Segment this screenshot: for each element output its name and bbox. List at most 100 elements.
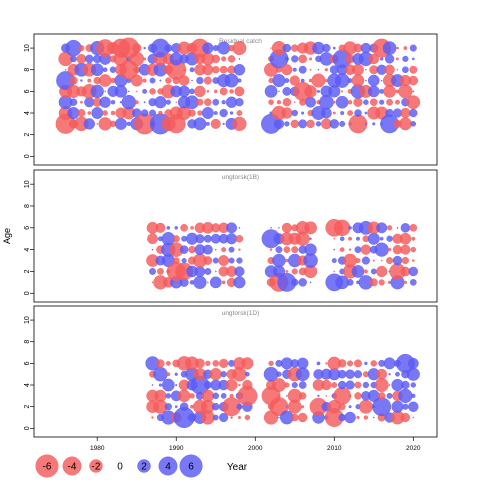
panel-0-bubble: [188, 109, 196, 117]
panel-2-bubble: [290, 413, 299, 422]
panel-1-bubble: [409, 279, 417, 286]
panel-0-bubble: [221, 100, 226, 105]
panel-0-bubble: [293, 101, 296, 104]
panel-2-bubble: [297, 412, 308, 423]
panel-2-bubble: [209, 368, 222, 381]
panel-0-bubble: [235, 98, 244, 107]
panel-2-bubble: [153, 366, 168, 382]
panel-1-bubble: [363, 269, 368, 274]
panel-1-bubble: [228, 246, 235, 253]
panel-1-bubble: [351, 265, 365, 278]
panel-1-bubble: [304, 243, 317, 256]
panel-1-bubble: [408, 266, 418, 277]
panel-2-bubble: [364, 361, 368, 366]
panel-0-bubble: [379, 88, 385, 94]
panel-0-bubble: [315, 121, 322, 127]
panel-1-bubble: [410, 246, 417, 253]
panel-0-bubble: [395, 99, 400, 105]
panel-0-bubble: [292, 67, 297, 72]
panel-0-bubble: [289, 75, 300, 86]
panel-2-bubble: [391, 400, 404, 413]
panel-2-bubble: [406, 367, 420, 381]
panel-1-bubble: [214, 270, 217, 273]
panel-2-ytick-label: 10: [24, 316, 31, 324]
panel-1-bubble: [236, 257, 243, 264]
panel-0-bubble: [316, 89, 320, 93]
panel-0-bubble: [212, 98, 220, 106]
panel-0-bubble: [90, 84, 104, 99]
panel-0-bubble: [149, 77, 156, 84]
panel-0-bubble: [175, 101, 178, 104]
panel-2-bubble: [277, 394, 281, 397]
panel-0-bubble: [238, 58, 241, 60]
panel-1-bubble: [361, 256, 370, 265]
panel-2-bubble: [195, 358, 205, 369]
panel-0-bubble: [158, 110, 163, 116]
panel-0-bubble: [149, 109, 156, 117]
panel-1-bubble: [157, 268, 164, 275]
panel-1-bubble: [333, 237, 336, 240]
panel-2-bubble: [412, 416, 415, 419]
panel-0-bubble: [233, 64, 246, 76]
panel-2-bubble: [337, 369, 347, 379]
panel-1-bubble: [151, 248, 154, 251]
panel-2-bubble: [388, 373, 391, 376]
panel-0-bubble: [380, 57, 384, 61]
panel-1-bubble: [291, 246, 299, 254]
panel-2-bubble: [400, 412, 411, 423]
panel-0-bubble: [203, 76, 212, 85]
panel-0-bubble: [354, 109, 362, 117]
panel-0-bubble: [384, 64, 395, 75]
panel-2-bubble: [345, 380, 355, 390]
panel-0-bubble: [406, 95, 421, 110]
panel-2-frame: [33, 305, 438, 438]
panel-2-bubble: [411, 393, 416, 398]
panel-2-bubble: [212, 414, 219, 421]
panel-0-ytick-label: 10: [24, 44, 31, 52]
legend-label: 2: [141, 462, 147, 473]
panel-2-bubble: [286, 395, 288, 397]
panel-1-bubble: [334, 219, 351, 236]
panel-2-bubble: [154, 389, 167, 402]
panel-0-bubble: [347, 78, 353, 83]
panel-2-bubble: [220, 371, 227, 378]
panel-0-bubble: [178, 85, 190, 98]
panel-0-bubble: [80, 100, 83, 104]
panel-0-bubble: [129, 51, 145, 67]
panel-0-ytick-label: 2: [24, 133, 31, 137]
panel-2-bubble: [348, 394, 352, 398]
legend-label: -4: [68, 462, 77, 473]
panel-2-bubble: [358, 399, 373, 414]
panel-0-bubble: [332, 46, 336, 50]
panel-0-bubble: [165, 77, 172, 84]
panel-0-bubble: [142, 78, 147, 83]
panel-2-bubble: [401, 380, 410, 390]
panel-2-bubble: [189, 393, 195, 399]
panel-2-bubble: [376, 368, 388, 380]
legend-label: -6: [43, 462, 52, 473]
panel-2-ytick-label: 4: [24, 383, 31, 387]
legend-label: 4: [165, 462, 171, 473]
panel-0-bubble: [159, 79, 162, 82]
panel-2-bubble: [321, 379, 332, 391]
panel-1-bubble: [285, 258, 289, 263]
panel-2-bubble: [237, 416, 241, 420]
panel-0-ytick-label: 0: [24, 154, 31, 158]
panel-1-bubble: [228, 257, 235, 264]
panel-0-bubble: [403, 46, 408, 51]
panel-1-frame: [33, 169, 438, 303]
panel-1-bubble: [399, 232, 412, 245]
panel-1-bubble: [172, 235, 180, 243]
panel-0-bubble: [183, 68, 186, 71]
panel-2-bubble: [372, 416, 375, 419]
panel-0-bubble: [367, 74, 380, 87]
panel-2-bubble: [348, 405, 352, 409]
panel-1-bubble: [346, 278, 354, 286]
panel-1-bubble: [380, 259, 383, 262]
panel-0-ytick-label: 4: [24, 111, 31, 115]
panel-0-bubble: [143, 46, 146, 50]
legend-label: 0: [117, 462, 123, 473]
panel-1-bubble: [203, 256, 213, 265]
panel-1-bubble: [401, 256, 409, 265]
panel-2-bubble: [219, 358, 229, 368]
